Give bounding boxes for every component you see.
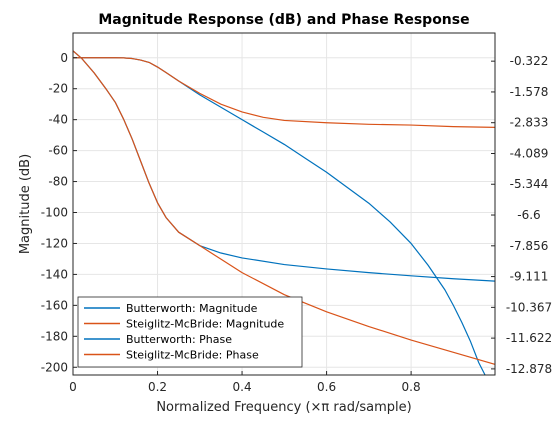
legend-label: Butterworth: Magnitude: [126, 302, 258, 315]
y-right-tick-label: -11.622: [506, 331, 552, 345]
y-left-tick-label: -100: [41, 206, 68, 220]
legend-label: Butterworth: Phase: [126, 333, 232, 346]
y-right-tick-label: -9.111: [510, 270, 549, 284]
y-right-tick-label: -5.344: [510, 177, 549, 191]
legend: Butterworth: Magnitude Steiglitz-McBride:…: [77, 296, 303, 368]
y-right-tick-label: -2.833: [510, 116, 549, 130]
y-right-tick-label: -12.878: [506, 362, 552, 376]
y-axis-label: Magnitude (dB): [18, 154, 33, 254]
y-left-tick-label: -40: [48, 113, 68, 127]
series-group: [73, 50, 495, 375]
y-left-tick-label: -180: [41, 329, 68, 343]
series-line-steiglitz-mcbride-phase: [73, 50, 495, 365]
x-tick-label: 0.8: [402, 380, 421, 394]
y-left-tick-label: -200: [41, 360, 68, 374]
y-right-tick-label: -7.856: [510, 239, 549, 253]
series-line-steiglitz-mcbride-magnitude: [73, 57, 495, 128]
ticks: 0 0.2 0.4 0.6 0.8 0 -20 -40 -60 -80 -100 -120 -140 -1…: [41, 51, 552, 394]
y-left-tick-label: -60: [48, 144, 68, 158]
x-tick-label: 0: [69, 380, 77, 394]
y-left-tick-label: -20: [48, 82, 68, 96]
legend-label: Steiglitz-McBride: Magnitude: [126, 318, 284, 331]
x-tick-label: 0.4: [233, 380, 252, 394]
y-left-tick-label: -120: [41, 236, 68, 250]
y-right-tick-label: -1.578: [510, 85, 549, 99]
x-axis-label: Normalized Frequency (×π rad/sample): [156, 400, 411, 415]
y-right-tick-label: -4.089: [510, 146, 549, 160]
y-left-tick-label: 0: [60, 51, 68, 65]
plot-frame: [72, 32, 496, 376]
y-right-tick-label: -0.322: [510, 54, 549, 68]
legend-label: Steiglitz-McBride: Phase: [126, 349, 259, 362]
y-left-tick-label: -140: [41, 267, 68, 281]
y-right-tick-label: -10.367: [506, 300, 552, 314]
x-tick-label: 0.2: [148, 380, 167, 394]
y-left-tick-label: -80: [48, 175, 68, 189]
chart-title: Magnitude Response (dB) and Phase Respon…: [98, 12, 469, 28]
x-tick-label: 0.6: [317, 380, 336, 394]
y-left-tick-label: -160: [41, 298, 68, 312]
y-right-tick-label: -6.6: [517, 208, 540, 222]
